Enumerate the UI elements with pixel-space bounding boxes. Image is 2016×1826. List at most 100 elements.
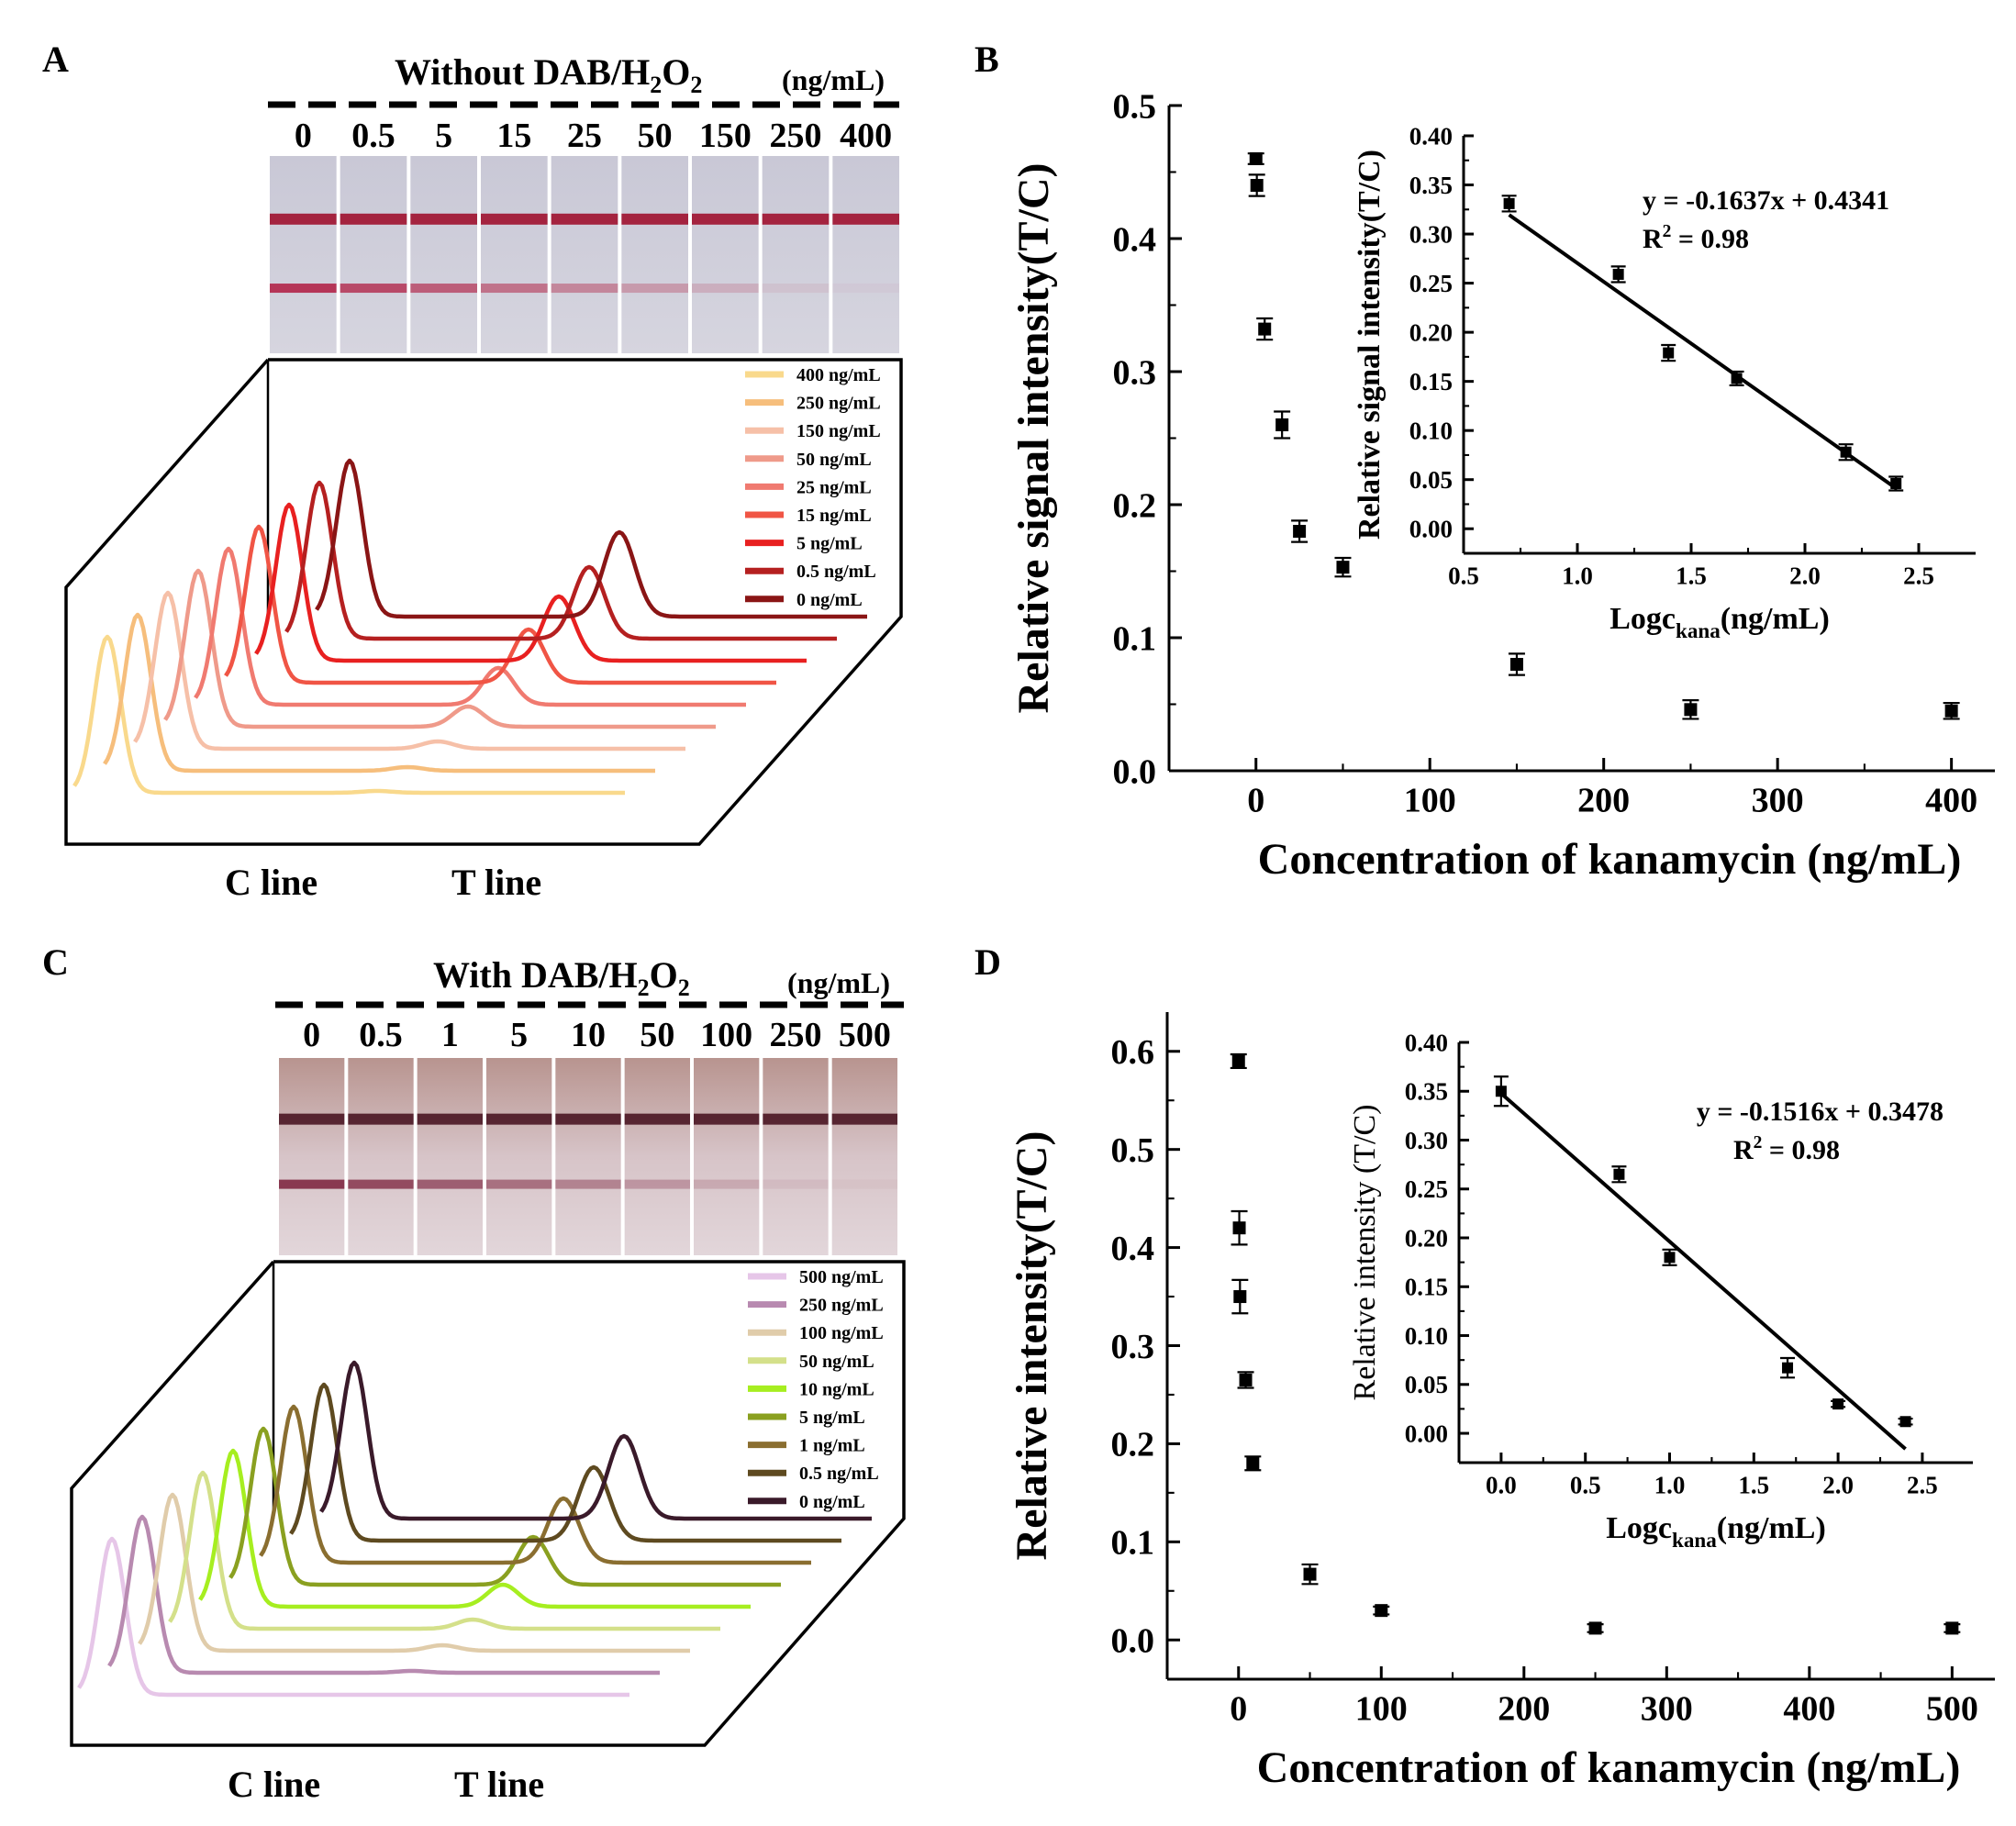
strip-labels-c: 0 0.5 1 5 10 50 100 250 500 — [303, 1016, 891, 1054]
chromatogram-trace — [284, 480, 837, 641]
test-strip — [555, 1058, 621, 1255]
y-tick-label: 0.40 — [1405, 1029, 1448, 1056]
legend-a: 400 ng/mL 250 ng/mL 150 ng/mL 50 ng/mL 25 ng… — [745, 365, 881, 610]
data-point — [1231, 1054, 1245, 1068]
y-tick-label: 0.20 — [1405, 1224, 1448, 1252]
data-point — [1890, 477, 1902, 489]
strip-control-line — [692, 213, 759, 225]
x-tick-label: 2.0 — [1822, 1472, 1854, 1499]
test-strip — [270, 156, 337, 353]
fit-equation: y = -0.1637x + 0.4341 — [1643, 185, 1889, 216]
legend-label: 100 ng/mL — [799, 1323, 884, 1343]
legend-label: 250 ng/mL — [796, 394, 881, 414]
strip-test-line — [831, 1179, 897, 1189]
chromatogram-trace — [138, 1492, 690, 1653]
strip-label: 50 — [638, 117, 673, 155]
x-tick-label: 400 — [1783, 1689, 1835, 1728]
panel-label-b: B — [975, 39, 999, 80]
legend-label: 5 ng/mL — [796, 534, 863, 554]
chromatogram-trace — [168, 1470, 720, 1631]
strip-test-line — [481, 284, 548, 294]
data-point — [1944, 704, 1958, 718]
legend-label: 0 ng/mL — [799, 1492, 865, 1512]
y-tick-label: 0.1 — [1113, 619, 1157, 658]
legend-label: 150 ng/mL — [796, 421, 881, 441]
test-strip — [624, 1058, 690, 1255]
strip-control-line — [763, 1113, 829, 1125]
strip-label: 250 — [770, 117, 822, 155]
fit-line — [1508, 213, 1898, 490]
test-strip — [279, 1058, 345, 1255]
legend-label: 500 ng/mL — [799, 1267, 884, 1287]
strip-test-line — [270, 284, 337, 294]
y-tick-label: 0.15 — [1409, 368, 1453, 395]
legend-label: 50 ng/mL — [799, 1352, 874, 1372]
strip-images-a — [270, 156, 899, 353]
strip-control-line — [832, 213, 899, 225]
strip-control-line — [762, 213, 830, 225]
chromatogram-trace — [103, 612, 655, 774]
axis-frame — [64, 358, 903, 846]
x-axis-title-unit: (ng/mL) — [1717, 1511, 1826, 1545]
legend-label: 250 ng/mL — [799, 1296, 884, 1316]
strip-label: 5 — [435, 117, 452, 155]
x-tick-label: 100 — [1355, 1689, 1408, 1728]
data-point — [1246, 1456, 1260, 1470]
x-tick-label: 0.0 — [1486, 1472, 1517, 1499]
strip-test-line — [348, 1179, 414, 1189]
x-tick-label: 200 — [1498, 1689, 1550, 1728]
legend-c: 500 ng/mL 250 ng/mL 100 ng/mL 50 ng/mL 10 ng… — [748, 1267, 884, 1512]
x-tick-label: 0 — [1230, 1689, 1247, 1728]
test-strip — [410, 156, 477, 353]
y-tick-label: 0.30 — [1405, 1127, 1448, 1154]
x-axis-title-main: Logc — [1609, 602, 1676, 636]
strip-test-line — [340, 284, 407, 294]
x-tick-label: 0.5 — [1448, 562, 1479, 590]
x-tick-label: 500 — [1926, 1689, 1978, 1728]
y-axis-title: Relative intensity (T/C) — [1348, 1105, 1382, 1401]
data-point — [1233, 1290, 1247, 1304]
strip-control-line — [481, 213, 548, 225]
strip-label: 0.5 — [359, 1016, 403, 1054]
chromatogram-trace — [228, 1426, 781, 1587]
panel-a-header: Without DAB/H2O2 — [395, 51, 702, 98]
strip-test-line — [417, 1179, 483, 1189]
strip-test-line — [694, 1179, 760, 1189]
strip-label: 0 — [303, 1016, 320, 1054]
data-point — [1495, 1086, 1507, 1097]
y-tick-label: 0.2 — [1111, 1426, 1155, 1464]
test-strip — [551, 156, 618, 353]
data-point — [1503, 197, 1515, 209]
r-squared-superscript: 2 — [1754, 1133, 1763, 1152]
y-tick-label: 0.00 — [1409, 516, 1453, 543]
test-strip — [763, 1058, 829, 1255]
chromatogram-trace — [107, 1514, 660, 1676]
chromatogram-trace — [224, 524, 776, 685]
strip-label: 0 — [295, 117, 312, 155]
legend-label: 0.5 ng/mL — [799, 1464, 879, 1484]
y-tick-label: 0.10 — [1409, 418, 1453, 445]
data-point — [1249, 152, 1263, 165]
x-axis-title-unit: (ng/mL) — [1721, 602, 1830, 636]
test-strip — [348, 1058, 414, 1255]
data-point — [1303, 1567, 1317, 1581]
r-squared: R2 = 0.98 — [1643, 222, 1749, 254]
data-point — [1832, 1398, 1844, 1410]
strip-label: 10 — [571, 1016, 606, 1054]
y-tick-label: 0.40 — [1409, 122, 1453, 150]
x-axis-title-subscript: kana — [1676, 619, 1721, 643]
y-tick-label: 0.0 — [1113, 752, 1157, 791]
y-tick-label: 0.4 — [1113, 220, 1157, 259]
test-strip — [621, 156, 688, 353]
y-tick-label: 0.5 — [1113, 87, 1157, 126]
strip-test-line — [279, 1179, 345, 1189]
strip-control-line — [486, 1113, 552, 1125]
x-tick-label: 0.5 — [1570, 1472, 1601, 1499]
data-point — [1612, 268, 1624, 280]
strip-control-line — [624, 1113, 690, 1125]
strip-label: 250 — [770, 1016, 822, 1054]
x-tick-label: 400 — [1925, 781, 1977, 819]
panel-b: B 0.0 0.1 0.2 0.3 0.4 0.5 0 100 200 300 400 Concent… — [975, 39, 1995, 884]
strip-control-line — [348, 1113, 414, 1125]
